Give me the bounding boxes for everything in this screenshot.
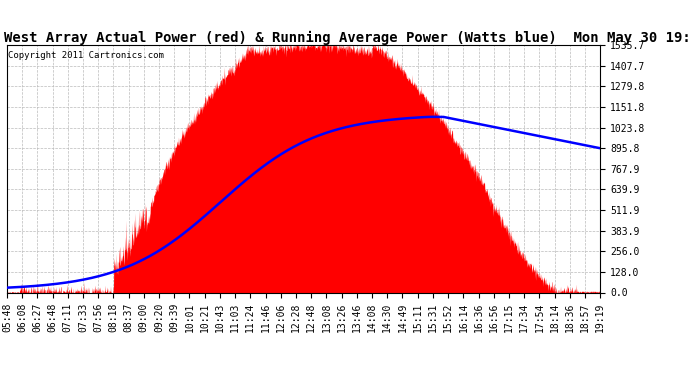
Text: West Array Actual Power (red) & Running Average Power (Watts blue)  Mon May 30 1: West Array Actual Power (red) & Running … xyxy=(4,31,690,45)
Text: Copyright 2011 Cartronics.com: Copyright 2011 Cartronics.com xyxy=(8,51,164,60)
